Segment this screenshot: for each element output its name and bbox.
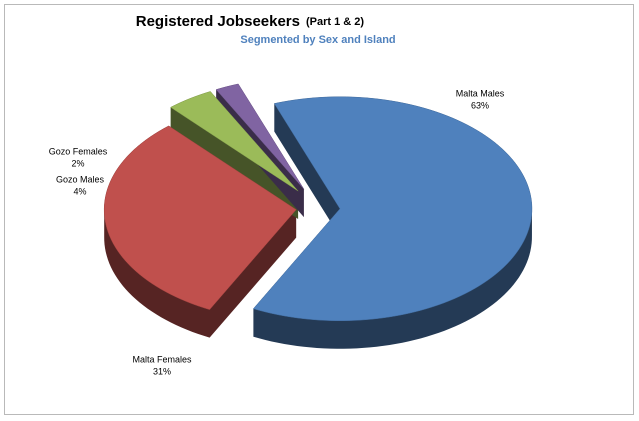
data-label-value: 63% — [471, 100, 489, 110]
slice — [170, 91, 299, 192]
slice — [103, 125, 297, 310]
data-label-value: 4% — [73, 186, 86, 196]
chart-title-suffix: (Part 1 & 2) — [306, 16, 364, 28]
data-label-value: 2% — [71, 158, 84, 168]
chart-title: Registered Jobseekers — [136, 13, 300, 30]
data-label-name: Malta Females — [132, 354, 192, 364]
data-label-name: Gozo Females — [49, 146, 108, 156]
data-label-value: 31% — [153, 366, 171, 376]
chart-frame — [4, 4, 634, 415]
slice — [215, 83, 305, 190]
chart-subtitle: Segmented by Sex and Island — [240, 34, 395, 46]
data-label-name: Malta Males — [456, 88, 505, 98]
slice — [252, 96, 533, 322]
data-label-name: Gozo Males — [56, 174, 105, 184]
